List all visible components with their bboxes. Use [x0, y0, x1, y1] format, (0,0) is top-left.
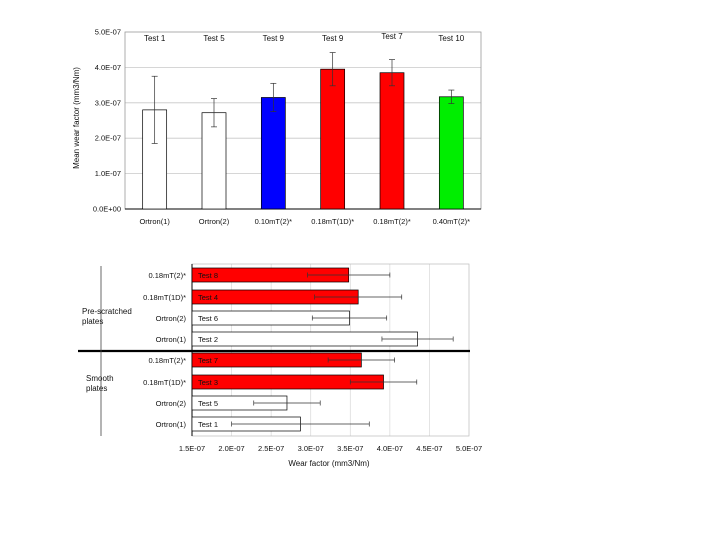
- chart1-category-label: Ortron(1): [139, 217, 170, 226]
- chart1-category-label: 0.18mT(1D)*: [311, 217, 354, 226]
- chart1-y-tick-label: 2.0E-07: [95, 134, 121, 143]
- chart2-category-label: Ortron(2): [156, 399, 187, 408]
- chart1-error-bar: [389, 59, 395, 87]
- chart1-bar: [260, 97, 286, 210]
- chart2-error-bars: [231, 272, 454, 427]
- chart2-x-tick-label: 4.5E-07: [416, 444, 442, 453]
- chart2-category-labels: 0.18mT(2)* 0.18mT(1D)* Ortron(2) Ortron(1) 0…: [143, 271, 186, 429]
- chart1-bar: [438, 96, 464, 210]
- chart2-error-bar: [349, 379, 418, 385]
- chart1-error-bar: [270, 82, 277, 113]
- chart1-test-label: Test 7: [381, 32, 403, 41]
- chart1-category-label: 0.40mT(2)*: [433, 217, 471, 226]
- chart2-bar-test-label: Test 7: [198, 356, 218, 365]
- chart2-x-tick-label: 2.0E-07: [218, 444, 244, 453]
- chart1-y-tick-label: 3.0E-07: [95, 98, 121, 107]
- chart1-plot-border: [124, 31, 482, 210]
- chart2-error-bar: [311, 315, 388, 321]
- chart2-x-tick-label: 5.0E-07: [456, 444, 482, 453]
- chart1-test-label: Test 9: [263, 34, 285, 43]
- chart2-x-tick-label: 3.0E-07: [298, 444, 324, 453]
- chart2-error-bar: [314, 294, 403, 300]
- chart1-y-tick-label: 1.0E-07: [95, 169, 121, 178]
- chart2-bar-test-label: Test 4: [198, 293, 218, 302]
- chart1-gridlines: [125, 67, 481, 175]
- chart2-error-bar: [307, 272, 391, 278]
- chart2-category-label: Ortron(1): [156, 335, 187, 344]
- chart1-category-labels: Ortron(1) Ortron(2) 0.10mT(2)* 0.18mT(1D)* 0…: [139, 217, 470, 226]
- chart2-x-tick-label: 3.5E-07: [337, 444, 363, 453]
- chart1-bar: [201, 112, 227, 210]
- chart2-bar-test-label: Test 8: [198, 271, 218, 280]
- chart2-group-label: Smooth plates: [86, 374, 114, 393]
- chart1-error-bar: [211, 98, 217, 128]
- chart1-error-bars: [151, 52, 455, 144]
- chart2-group-label-line: Smooth: [86, 374, 114, 383]
- chart1-test-labels: Test 1 Test 5 Test 9 Test 9 Test 7 Test 10: [144, 32, 465, 43]
- chart2-group-label-line: Pre-scratched: [82, 307, 132, 316]
- chart2-error-bar: [327, 357, 395, 363]
- chart1-plot-frame: [124, 31, 482, 210]
- chart1-y-axis-title: Mean wear factor (mm3/Nm): [72, 67, 81, 169]
- chart2-x-tick-label: 2.5E-07: [258, 444, 284, 453]
- chart2-group-label: Pre-scratched plates: [82, 307, 132, 326]
- chart1-bar: [320, 68, 346, 210]
- chart2-error-bar: [381, 336, 454, 342]
- chart1-error-bar: [151, 75, 158, 144]
- chart2-x-tick-label: 1.5E-07: [179, 444, 205, 453]
- chart2-group-label-line: plates: [86, 384, 107, 393]
- chart2-group-label-line: plates: [82, 317, 103, 326]
- chart2-error-bar: [231, 421, 370, 427]
- chart2-x-tick-label: 4.0E-07: [377, 444, 403, 453]
- chart1-bar: [379, 72, 405, 210]
- chart2-category-label: 0.18mT(1D)*: [143, 293, 186, 302]
- chart2-x-axis-title: Wear factor (mm3/Nm): [288, 459, 370, 468]
- chart1-test-label: Test 5: [203, 34, 225, 43]
- chart2-bar-test-label: Test 2: [198, 335, 218, 344]
- chart1-y-tick-label: 0.0E+00: [93, 205, 121, 214]
- chart2-category-label: Ortron(1): [156, 420, 187, 429]
- chart2-category-label: Ortron(2): [156, 314, 187, 323]
- chart2-category-label: 0.18mT(2)*: [148, 356, 186, 365]
- wear-factor-horizontal-chart: 1.5E-07 2.0E-07 2.5E-07 3.0E-07 3.5E-07 4.0E-…: [78, 263, 482, 468]
- chart2-bar-test-label: Test 6: [198, 314, 218, 323]
- chart1-category-label: 0.10mT(2)*: [255, 217, 293, 226]
- chart1-y-ticks: 0.0E+00 1.0E-07 2.0E-07 3.0E-07 4.0E-07 5.0E-…: [93, 28, 121, 214]
- chart1-bars: [142, 68, 464, 210]
- chart2-bar-test-label: Test 1: [198, 420, 218, 429]
- mean-wear-factor-chart: 0.0E+00 1.0E-07 2.0E-07 3.0E-07 4.0E-07 5.0E-…: [72, 28, 482, 226]
- chart2-bar-test-label: Test 5: [198, 399, 218, 408]
- chart2-bar-test-label: Test 3: [198, 378, 218, 387]
- chart1-error-bar: [448, 89, 455, 104]
- chart2-category-label: 0.18mT(2)*: [148, 271, 186, 280]
- chart1-test-label: Test 9: [322, 34, 344, 43]
- chart1-category-label: 0.18mT(2)*: [373, 217, 411, 226]
- chart1-category-label: Ortron(2): [199, 217, 230, 226]
- chart1-y-tick-label: 5.0E-07: [95, 28, 121, 37]
- chart1-test-label: Test 10: [438, 34, 464, 43]
- chart1-error-bar: [329, 52, 336, 87]
- chart2-bars: Test 8 Test 4 Test 6 Test 2 Test 7 Test 3 Test…: [191, 267, 418, 432]
- chart2-x-ticks: 1.5E-07 2.0E-07 2.5E-07 3.0E-07 3.5E-07 4.0E-…: [179, 444, 482, 453]
- chart2-category-label: 0.18mT(1D)*: [143, 378, 186, 387]
- chart2-error-bar: [253, 400, 321, 406]
- chart1-y-tick-label: 4.0E-07: [95, 63, 121, 72]
- chart1-test-label: Test 1: [144, 34, 166, 43]
